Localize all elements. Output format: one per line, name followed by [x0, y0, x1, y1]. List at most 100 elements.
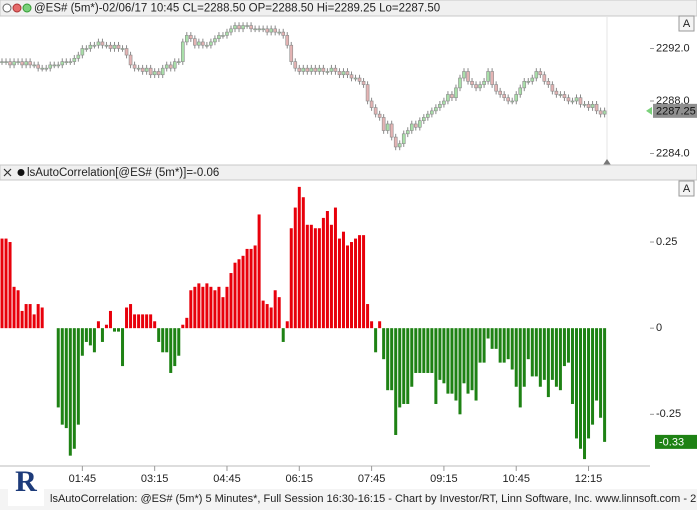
candle-body: [482, 81, 486, 85]
histogram-bar: [68, 328, 72, 456]
histogram-bar: [88, 328, 92, 346]
candle-body: [156, 71, 161, 76]
scale-button-label[interactable]: A: [683, 183, 691, 195]
histogram-bar: [374, 328, 378, 353]
candle-body: [401, 133, 406, 144]
histogram-bar: [434, 328, 438, 404]
histogram-bar: [40, 307, 44, 329]
candle-body: [100, 41, 105, 46]
candle-body: [229, 28, 233, 33]
histogram-bar: [418, 328, 422, 373]
candle-body: [128, 54, 133, 66]
histogram-bar: [173, 328, 177, 367]
candle-body: [558, 94, 563, 96]
scale-button[interactable]: [678, 15, 695, 32]
candle-body: [598, 110, 603, 115]
histogram-bar: [125, 307, 129, 329]
candle-body: [201, 41, 205, 46]
histogram-bar: [321, 217, 325, 329]
histogram-bar: [394, 328, 398, 435]
pane-icon[interactable]: [17, 169, 25, 176]
x-tick-label: 12:15: [575, 473, 603, 485]
histogram-bar: [530, 328, 534, 377]
candle-body: [136, 67, 141, 70]
candle-body: [189, 35, 193, 39]
histogram-bar: [12, 286, 16, 329]
histogram-bar: [112, 328, 116, 332]
candle-body: [249, 25, 253, 30]
candle-body: [72, 58, 77, 62]
pane-title: @ES# (5m*)-02/06/17 10:45 CL=2288.50 OP=…: [34, 3, 440, 15]
candle-body: [546, 81, 551, 85]
candle-body: [112, 44, 117, 49]
last-price-label: 2287.25: [656, 105, 696, 117]
candle-body: [325, 71, 330, 73]
histogram-bar: [197, 283, 201, 329]
candle-body: [518, 87, 523, 95]
candle-body: [172, 61, 177, 69]
candle-body: [446, 94, 450, 102]
candle-body: [586, 103, 591, 108]
candle-body: [381, 117, 386, 131]
histogram-bar: [76, 328, 80, 425]
candle-body: [490, 71, 494, 85]
candle-body: [510, 100, 515, 103]
histogram-bar: [362, 235, 366, 329]
candle-body: [24, 61, 28, 66]
candle-body: [293, 61, 298, 69]
histogram-bar: [169, 328, 173, 373]
histogram-bar: [438, 328, 442, 380]
histogram-bar: [145, 314, 149, 329]
candle-body: [56, 64, 61, 67]
histogram-bar: [72, 328, 76, 449]
histogram-bar: [181, 324, 185, 329]
histogram-bar: [225, 286, 229, 329]
scale-button[interactable]: [678, 180, 695, 197]
histogram-bar: [20, 310, 24, 329]
pane-icon[interactable]: [22, 3, 32, 13]
pane-header: [0, 164, 697, 181]
candle-body: [530, 77, 535, 82]
histogram-bar: [217, 286, 221, 329]
histogram-bar: [241, 255, 245, 329]
histogram-bar: [490, 328, 494, 349]
histogram-bar: [510, 328, 514, 370]
last-value-box: [655, 434, 697, 449]
histogram-bar: [233, 262, 237, 329]
histogram-bar: [301, 197, 305, 329]
x-tick-label: 06:15: [286, 473, 314, 485]
candle-body: [486, 71, 490, 82]
histogram-bar: [245, 248, 249, 329]
candle-body: [152, 71, 157, 76]
close-icon[interactable]: [3, 168, 12, 177]
pane-icon[interactable]: [2, 3, 12, 13]
candle-body: [96, 41, 101, 46]
histogram-bar: [133, 314, 137, 329]
candle-body: [261, 28, 265, 31]
candle-body: [430, 110, 434, 115]
candle-body: [108, 44, 113, 49]
candle-body: [253, 28, 257, 31]
candle-body: [64, 61, 69, 63]
candle-body: [566, 97, 571, 102]
histogram-bar: [64, 328, 68, 429]
y-tick-label: 2292.0: [656, 42, 690, 54]
histogram-bar: [137, 314, 141, 329]
histogram-bar: [494, 328, 498, 349]
pane-icon[interactable]: [12, 3, 22, 13]
histogram-bar: [265, 304, 269, 329]
histogram-bar: [370, 321, 374, 329]
scale-button-label[interactable]: A: [683, 18, 691, 30]
histogram-bar: [8, 242, 12, 329]
histogram-bar: [313, 228, 317, 329]
histogram-bar: [498, 328, 502, 363]
histogram-bar: [579, 328, 583, 449]
candle-body: [542, 74, 547, 82]
candle-body: [538, 71, 543, 76]
histogram-bar: [209, 286, 213, 329]
last-price-box: [653, 103, 697, 118]
histogram-bar: [390, 328, 394, 391]
candle-body: [458, 77, 462, 89]
candle-body: [522, 81, 527, 89]
candle-body: [409, 123, 414, 131]
